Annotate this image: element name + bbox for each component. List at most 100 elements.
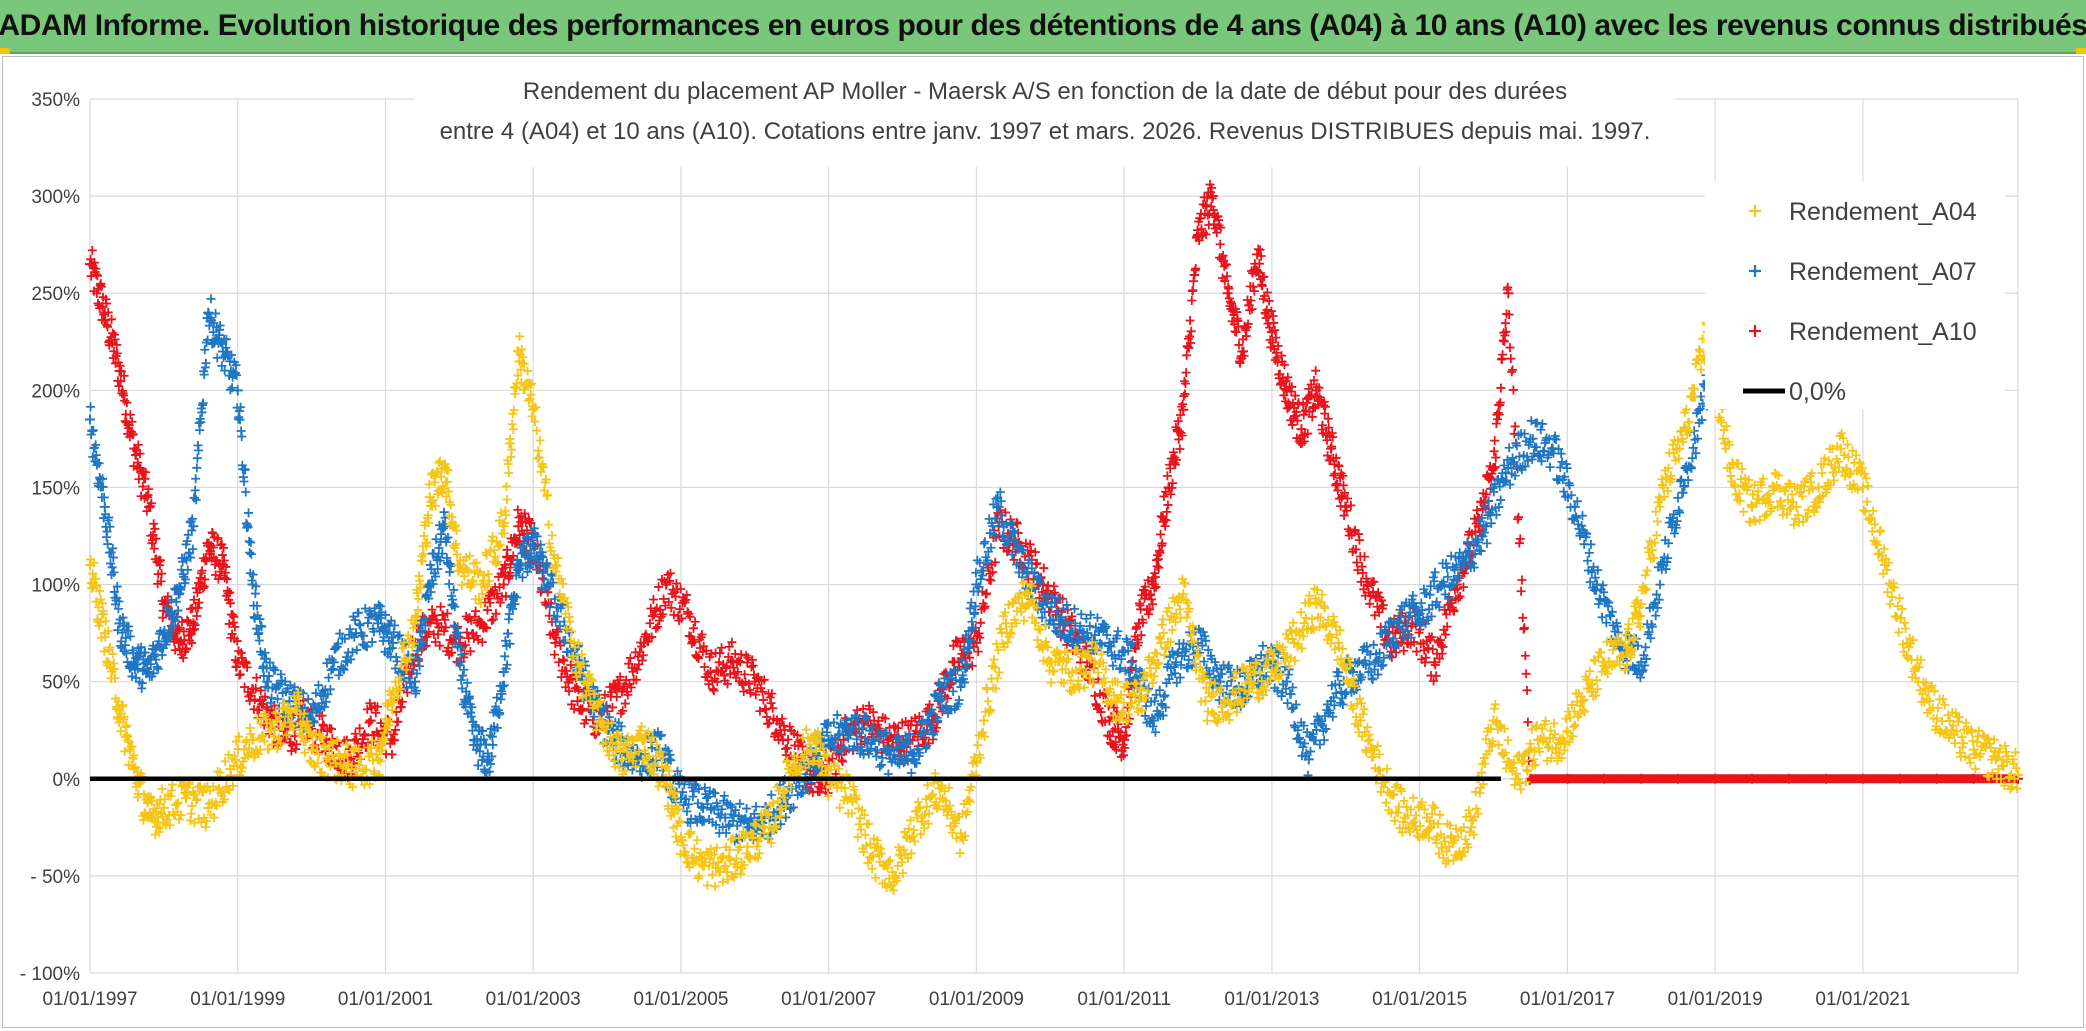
data-point: [1505, 343, 1515, 353]
data-point: [198, 398, 208, 408]
y-tick-label: 200%: [31, 381, 80, 402]
data-point: [93, 298, 103, 308]
data-point: [697, 630, 707, 640]
data-point: [167, 780, 177, 790]
data-point: [1577, 511, 1587, 521]
data-point: [1283, 698, 1293, 708]
data-point: [1144, 609, 1154, 619]
data-point: [612, 692, 622, 702]
x-tick-label: 01/01/1999: [190, 989, 285, 1010]
data-point: [179, 626, 189, 636]
data-point: [973, 647, 983, 657]
data-point: [477, 637, 487, 647]
data-point: [723, 679, 733, 689]
data-point: [659, 594, 669, 604]
data-point: [620, 699, 630, 709]
data-point: [1517, 575, 1527, 585]
data-point: [153, 664, 163, 674]
data-point: [422, 632, 432, 642]
data-point: [1537, 419, 1547, 429]
data-point: [213, 533, 223, 543]
data-point: [174, 624, 184, 634]
data-point: [465, 646, 475, 656]
data-point: [1441, 630, 1451, 640]
data-point: [224, 619, 234, 629]
data-point: [151, 534, 161, 544]
data-point: [119, 390, 129, 400]
data-point: [1311, 366, 1321, 376]
x-tick-label: 01/01/2005: [633, 989, 728, 1010]
data-point: [187, 801, 197, 811]
data-point: [513, 505, 523, 515]
data-point: [712, 677, 722, 687]
data-point: [1360, 552, 1370, 562]
data-point: [90, 258, 100, 268]
data-point: [155, 555, 165, 565]
data-point: [133, 440, 143, 450]
data-point: [781, 812, 791, 822]
data-point: [653, 622, 663, 632]
data-point: [270, 665, 280, 675]
data-point: [116, 376, 126, 386]
data-point: [1514, 512, 1524, 522]
x-tick-label: 01/01/2007: [781, 989, 876, 1010]
data-point: [221, 562, 231, 572]
chart-frame: 350% 300% 250% 200% 150% 100% 50% 0% - 50% - 100%…: [2, 56, 2084, 1028]
data-point: [768, 703, 778, 713]
data-point: [654, 582, 664, 592]
data-point: [852, 705, 862, 715]
data-point: [625, 653, 635, 663]
data-point: [821, 719, 831, 729]
data-point: [776, 730, 786, 740]
data-point: [365, 698, 375, 708]
data-point: [619, 681, 629, 691]
data-point: [244, 536, 254, 546]
data-point: [1655, 580, 1665, 590]
data-point: [1522, 685, 1532, 695]
data-point: [198, 583, 208, 593]
x-tick-label: 01/01/2015: [1372, 989, 1467, 1010]
data-point: [559, 656, 569, 666]
data-point: [440, 615, 450, 625]
data-point: [500, 651, 510, 661]
data-point: [766, 790, 776, 800]
data-point: [701, 646, 711, 656]
y-tick-label: - 100%: [20, 964, 80, 985]
data-point: [228, 610, 238, 620]
data-point: [1354, 535, 1364, 545]
data-point: [110, 334, 120, 344]
data-point: [1224, 284, 1234, 294]
data-point: [250, 695, 260, 705]
data-point: [1368, 674, 1378, 684]
data-point: [1421, 653, 1431, 663]
data-point: [508, 551, 518, 561]
data-point: [373, 702, 383, 712]
data-point: [675, 604, 685, 614]
data-point: [91, 269, 101, 279]
data-point: [734, 656, 744, 666]
data-point: [352, 645, 362, 655]
data-point: [505, 568, 515, 578]
data-point: [1518, 613, 1528, 623]
data-point: [115, 361, 125, 371]
data-point: [658, 609, 668, 619]
data-point: [334, 670, 344, 680]
data-point: [1128, 656, 1138, 666]
x-tick-label: 01/01/2011: [1077, 989, 1171, 1010]
data-point: [1515, 534, 1525, 544]
data-point: [317, 711, 327, 721]
data-point: [355, 620, 365, 630]
data-point: [482, 605, 492, 615]
data-point: [471, 606, 481, 616]
report-banner: ADAM Informe. Evolution historique des p…: [0, 0, 2086, 54]
data-point: [191, 474, 201, 484]
data-point: [85, 414, 95, 425]
data-point: [217, 550, 227, 560]
data-point: [219, 543, 229, 553]
data-point: [1651, 611, 1661, 621]
data-point: [783, 735, 793, 745]
data-point: [178, 639, 188, 649]
data-point: [875, 762, 885, 772]
report-title: ADAM Informe. Evolution historique des p…: [0, 9, 2086, 42]
data-point: [706, 649, 716, 659]
